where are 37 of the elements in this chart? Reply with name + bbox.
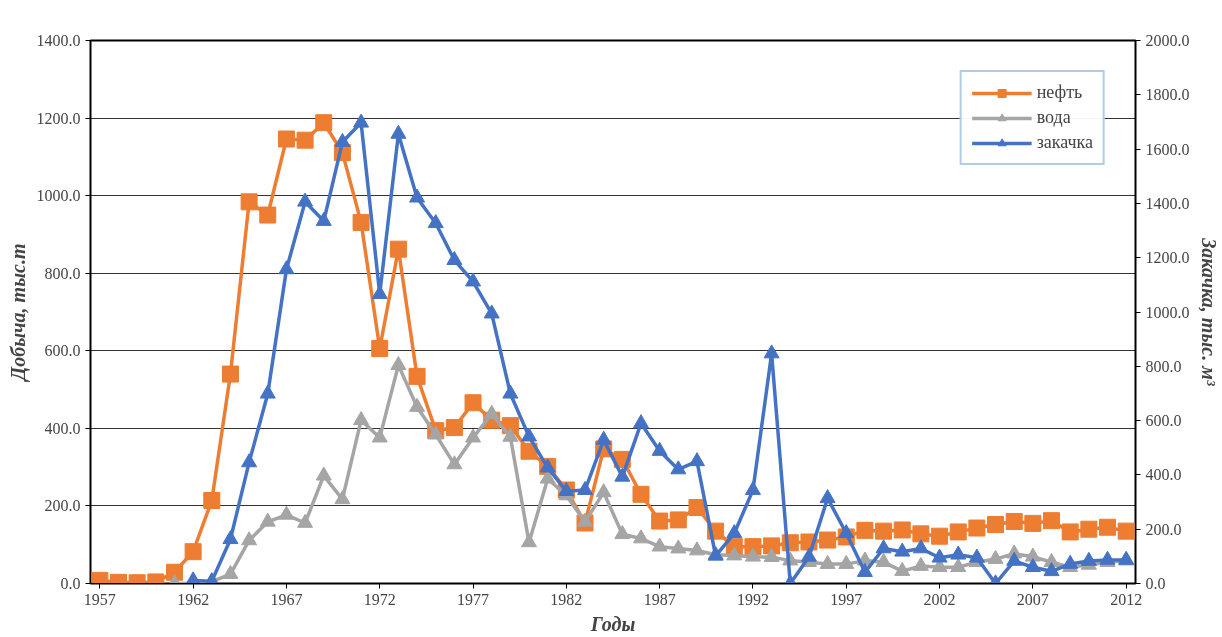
legend-label: закачка [1036,132,1093,153]
y2-tick-label: 400.0 [1145,466,1182,484]
y-tick-label: 1000.0 [36,187,81,205]
x-axis-title: Годы [589,612,636,635]
x-tick-label: 1962 [177,590,210,608]
y-tick-label: 0.0 [60,575,81,592]
x-tick-label: 1987 [643,590,676,608]
legend-label: нефть [1036,82,1083,103]
x-tick-label: 1982 [550,590,583,608]
y-tick-label: 200.0 [44,497,81,515]
y-tick-label: 400.0 [44,419,81,437]
y2-tick-label: 600.0 [1145,412,1182,430]
legend-label: вода [1036,107,1071,128]
y2-tick-label: 2000.0 [1145,32,1190,49]
y2-tick-label: 200.0 [1145,520,1182,538]
y2-tick-label: 1200.0 [1145,249,1190,267]
y2-tick-label: 1400.0 [1145,194,1190,212]
y-tick-label: 600.0 [44,342,81,360]
y2-tick-label: 1000.0 [1145,303,1190,321]
x-tick-label: 1957 [83,590,116,608]
y2-tick-label: 1600.0 [1145,140,1190,158]
y-tick-label: 1200.0 [36,109,81,127]
x-tick-label: 2002 [923,590,956,608]
y2-tick-label: 0.0 [1145,575,1166,592]
x-tick-label: 1992 [736,590,769,608]
x-tick-label: 2012 [1110,590,1143,608]
x-tick-label: 2007 [1016,590,1049,608]
y2-tick-label: 1800.0 [1145,86,1190,104]
y2-axis-title: Закачка, тыс. м³ [1197,237,1220,387]
x-tick-label: 1977 [457,590,490,608]
x-tick-label: 1967 [270,590,303,608]
y-tick-label: 800.0 [44,264,81,282]
x-tick-label: 1997 [830,590,863,608]
y-tick-label: 1400.0 [36,32,81,49]
y-axis-title: Добыча, тыс.т [6,243,30,383]
y2-tick-label: 800.0 [1145,357,1182,375]
x-tick-label: 1972 [363,590,396,608]
